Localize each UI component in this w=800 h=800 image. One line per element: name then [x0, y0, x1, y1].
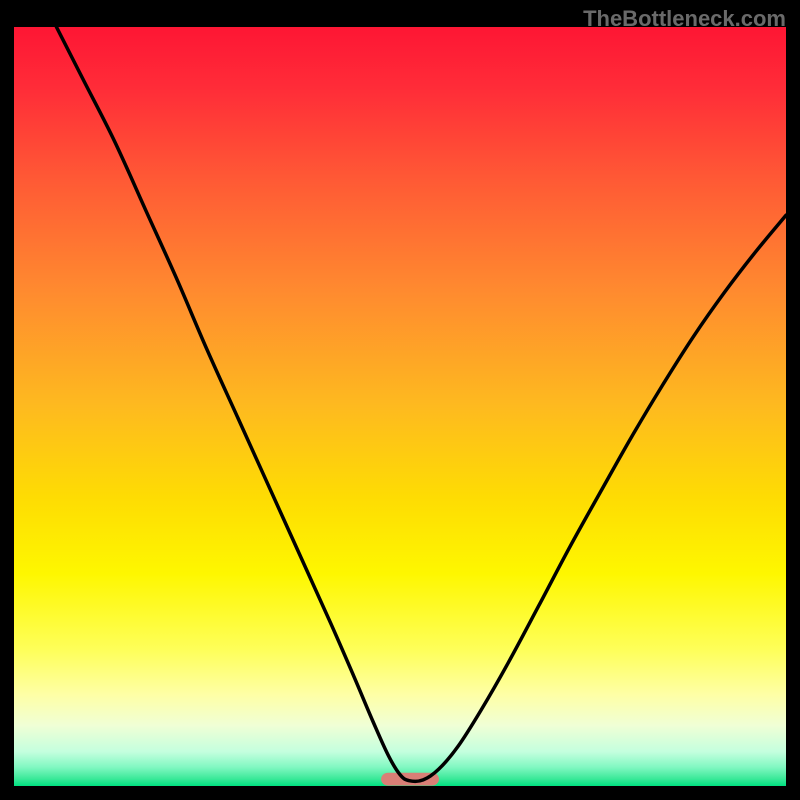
chart-svg — [0, 0, 800, 800]
chart-background-gradient — [14, 27, 786, 786]
watermark-text: TheBottleneck.com — [583, 6, 786, 32]
bottleneck-chart: TheBottleneck.com — [0, 0, 800, 800]
